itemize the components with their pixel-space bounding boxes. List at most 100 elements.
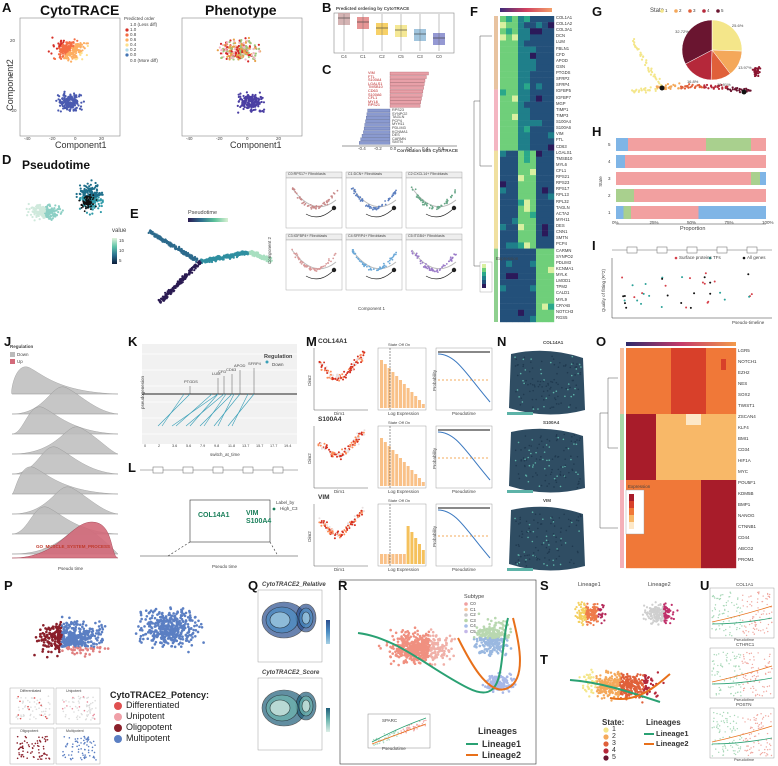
heatmap-cell: [530, 217, 537, 225]
phenotype-point: [220, 48, 224, 52]
gene-point: [748, 295, 751, 298]
heatmap-cell: [536, 46, 543, 53]
heatmap-cell: [721, 502, 727, 514]
subplot-point: [388, 197, 391, 200]
heatmap-cell: [524, 52, 531, 60]
spot: [531, 540, 534, 543]
pseudotime-point: [92, 200, 96, 204]
subplot-frame: [285, 177, 343, 229]
heatmap-cell: [512, 120, 519, 127]
heatmap-cell: [548, 95, 555, 102]
heatmap-cell: [524, 71, 531, 78]
heatmap-cell: [524, 156, 531, 164]
subplot-point: [332, 192, 335, 194]
heatmap-cell: [536, 40, 543, 47]
spot: [574, 374, 576, 376]
spot: [577, 480, 580, 483]
cytotrace-point: [78, 107, 82, 110]
umap-point: [338, 375, 341, 378]
spot: [528, 444, 531, 447]
trajectory-line: [365, 207, 395, 218]
spot: [527, 536, 529, 539]
subplot-point: [301, 261, 304, 264]
spot: [559, 485, 562, 488]
gene-point: [703, 282, 706, 285]
zoom-lines: [167, 541, 279, 557]
heatmap-cell: [701, 546, 707, 558]
subplot-point: [436, 271, 439, 274]
heatmap-cell: [706, 480, 712, 492]
spot: [563, 513, 565, 516]
spot: [521, 530, 523, 533]
heatmap-cell: [512, 52, 519, 60]
legend-swatch: [482, 284, 486, 288]
heatmap-cell: [500, 224, 507, 231]
pseudotime-point: [88, 201, 90, 204]
bar-chart-c: [342, 71, 457, 147]
probability-curve: [437, 509, 491, 559]
heatmap-cell: [536, 150, 543, 157]
heatmap-cell: [646, 348, 652, 360]
heatmap-cell: [524, 120, 531, 127]
heatmap-cell: [536, 181, 543, 188]
spot: [560, 466, 562, 468]
umap-point: [349, 523, 352, 526]
subplot-point: [359, 196, 362, 199]
spot: [545, 397, 548, 399]
pseudotime-bar: [500, 8, 552, 12]
subplot-point: [358, 198, 361, 200]
heatmap-cell: [548, 107, 555, 115]
panel-l: L COL14A1 VIM S100A4 Label_by High_C3 Ps…: [128, 460, 303, 572]
heatmap-cell: [626, 381, 632, 393]
trajectory-backbone: [351, 249, 397, 270]
spot: [562, 438, 565, 441]
umap-point: [351, 368, 354, 371]
heatmap-cell: [696, 359, 702, 371]
cytotrace-point: [71, 104, 74, 107]
trajectory-point: [270, 256, 273, 260]
umap-point: [360, 361, 363, 364]
gene-point: [685, 306, 688, 309]
heatmap-cell: [726, 458, 732, 470]
phenotype-point: [260, 100, 263, 104]
panel-label: I: [592, 238, 596, 253]
gene-point: [747, 273, 750, 276]
subplot-point: [384, 203, 387, 206]
spot: [573, 434, 576, 436]
heatmap-cell: [716, 359, 722, 371]
heatmap-cell: [500, 113, 507, 121]
heatmap-cell: [706, 436, 712, 448]
heatmap-cell: [626, 458, 632, 470]
heatmap-cell: [536, 64, 543, 72]
hist-bar: [395, 454, 399, 486]
spot: [527, 480, 530, 483]
trajectory-point: [216, 257, 219, 260]
map-title-col14a1: COL14A1: [543, 340, 564, 345]
subplot-point: [312, 267, 315, 270]
legend-swatch: [629, 508, 634, 515]
phenotype-point: [242, 100, 245, 104]
heatmap-cell: [536, 156, 543, 164]
pseudotime-point: [55, 214, 59, 217]
spot: [555, 402, 558, 405]
spot: [538, 485, 541, 487]
heatmap-cell: [530, 273, 537, 280]
trajectory-point: [194, 264, 197, 267]
subplot-point: [323, 203, 326, 206]
trajectory-line: [305, 207, 335, 218]
heatmap-cell: [701, 502, 707, 514]
heatmap-cell: [530, 64, 537, 72]
heatmap-cell: [691, 436, 697, 448]
heatmap-cell: [518, 95, 525, 102]
heatmap-cell: [506, 83, 513, 90]
spot: [579, 373, 582, 376]
umap-point: [355, 363, 358, 366]
gene-point: [636, 299, 639, 302]
subplot-point: [379, 266, 381, 269]
pseudotime-point: [43, 209, 46, 213]
phenotype-point: [237, 52, 240, 55]
gene-label: BMP1: [738, 502, 751, 507]
heatmap-cell: [542, 64, 549, 72]
pseudotime-point: [98, 204, 101, 208]
trajectory-point: [640, 58, 644, 61]
